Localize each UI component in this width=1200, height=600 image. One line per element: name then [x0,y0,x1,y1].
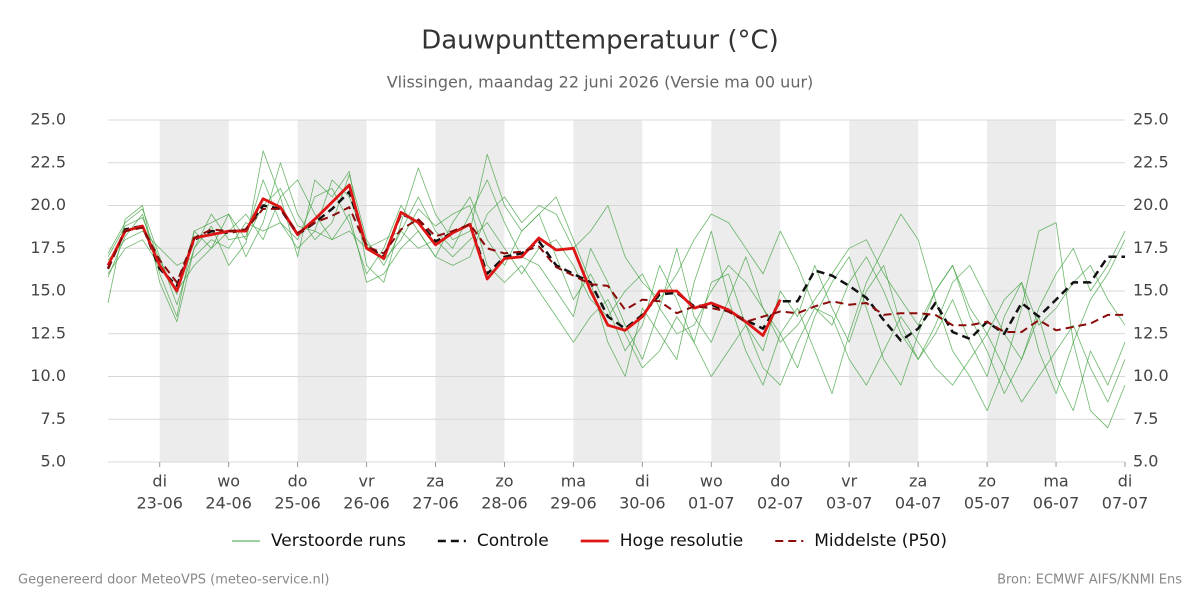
x-tick-date: 26-06 [343,494,390,513]
ensemble-line [107,222,1126,343]
footer-left: Gegenereerd door MeteoVPS (meteo-service… [18,573,329,588]
y2-tick-label: 5.0 [1133,452,1158,471]
chart-subtitle: Vlissingen, maandag 22 juni 2026 (Versie… [387,73,814,92]
x-tick-label: vr [841,472,857,491]
x-tick-date: 05-07 [964,494,1011,513]
legend: Verstoorde runs Controle Hoge resolutie Mid… [232,531,947,551]
x-tick-date: 28-06 [481,494,528,513]
chart-title: Dauwpunttemperatuur (°C) [421,26,779,56]
x-tick-date: 29-06 [550,494,597,513]
y2-tick-label: 10.0 [1133,366,1169,385]
plot-area [106,119,1126,467]
x-tick-date: 06-07 [1033,494,1080,513]
x-tick-label: za [909,472,927,491]
y2-tick-label: 12.5 [1133,323,1169,342]
x-tick-label: wo [700,472,723,491]
x-tick-label: ma [561,472,586,491]
x-tick-label: di [152,472,167,491]
x-tick-label: ma [1043,472,1068,491]
ensemble-line [107,150,1126,429]
y2-tick-label: 22.5 [1133,152,1169,171]
legend-label: Verstoorde runs [271,531,406,551]
x-tick-label: do [770,472,790,491]
x-tick-label: za [426,472,444,491]
x-tick-label: di [635,472,650,491]
x-tick-label: wo [217,472,240,491]
y2-tick-label: 15.0 [1133,281,1169,300]
ensemble-line [107,179,1126,394]
x-tick-label: vr [359,472,375,491]
x-tick-date: 01-07 [688,494,735,513]
x-tick-date: 02-07 [757,494,804,513]
x-tick-label: zo [978,472,996,491]
y-tick-label: 20.0 [30,195,66,214]
series-line [107,206,1125,333]
legend-label: Controle [477,531,549,551]
legend-label: Hoge resolutie [620,531,744,551]
y2-tick-label: 7.5 [1133,409,1158,428]
y-tick-label: 10.0 [30,366,66,385]
y-tick-label: 5.0 [41,452,66,471]
y-tick-label: 12.5 [30,323,66,342]
footer-right: Bron: ECMWF AIFS/KNMI Ens [997,573,1182,588]
legend-label: Middelste (P50) [814,531,947,551]
x-tick-label: zo [495,472,513,491]
ensemble-line [107,179,1126,403]
y-tick-label: 17.5 [30,238,66,257]
x-tick-label: di [1118,472,1133,491]
x-tick-date: 25-06 [274,494,321,513]
x-tick-date: 27-06 [412,494,459,513]
y2-tick-label: 20.0 [1133,195,1169,214]
series-line [106,183,782,337]
y-tick-label: 22.5 [30,152,66,171]
x-tick-date: 23-06 [136,494,183,513]
x-tick-date: 03-07 [826,494,873,513]
y2-tick-label: 17.5 [1133,238,1169,257]
x-tick-date: 24-06 [205,494,252,513]
x-tick-date: 04-07 [895,494,942,513]
y-tick-label: 15.0 [30,281,66,300]
ensemble-line [107,179,1126,360]
y-tick-label: 25.0 [30,110,66,129]
x-tick-date: 07-07 [1102,494,1149,513]
y2-tick-label: 25.0 [1133,110,1169,129]
x-tick-date: 30-06 [619,494,666,513]
y-tick-label: 7.5 [41,409,66,428]
x-tick-label: do [288,472,308,491]
